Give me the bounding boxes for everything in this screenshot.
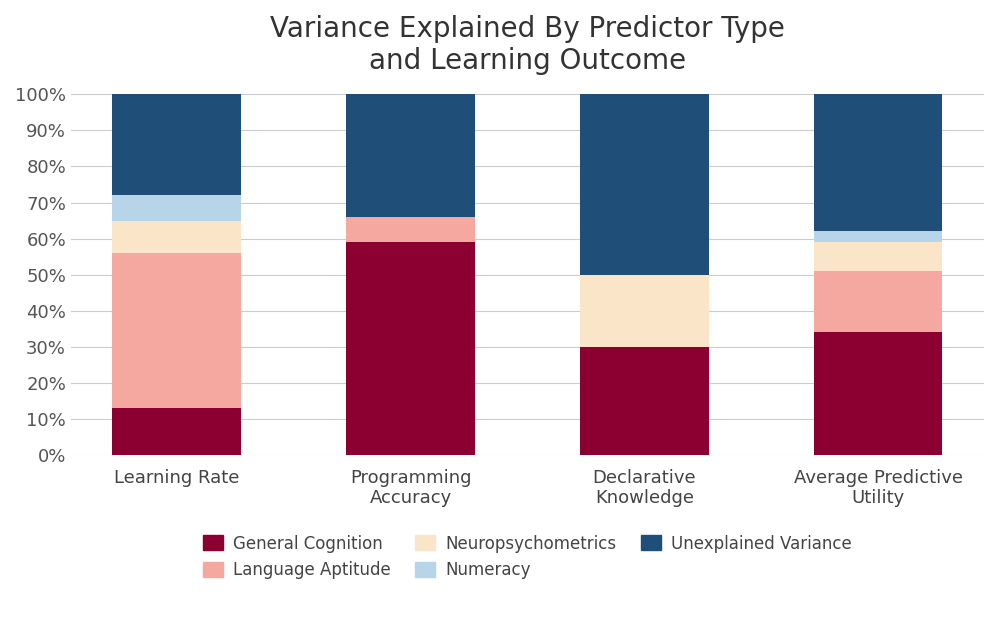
Bar	[112, 95, 241, 195]
Bar	[112, 195, 241, 221]
Title: Variance Explained By Predictor Type
and Learning Outcome: Variance Explained By Predictor Type and…	[270, 15, 785, 75]
Bar	[814, 242, 942, 271]
Bar	[112, 221, 241, 253]
Bar	[814, 95, 942, 231]
Bar	[814, 231, 942, 242]
Bar	[112, 408, 241, 455]
Bar	[580, 274, 708, 346]
Bar	[347, 242, 475, 455]
Bar	[347, 95, 475, 217]
Bar	[347, 217, 475, 242]
Bar	[814, 271, 942, 332]
Legend: General Cognition, Language Aptitude, Neuropsychometrics, Numeracy, Unexplained : General Cognition, Language Aptitude, Ne…	[196, 528, 859, 586]
Bar	[814, 332, 942, 455]
Bar	[580, 95, 708, 274]
Bar	[580, 346, 708, 455]
Bar	[112, 253, 241, 408]
